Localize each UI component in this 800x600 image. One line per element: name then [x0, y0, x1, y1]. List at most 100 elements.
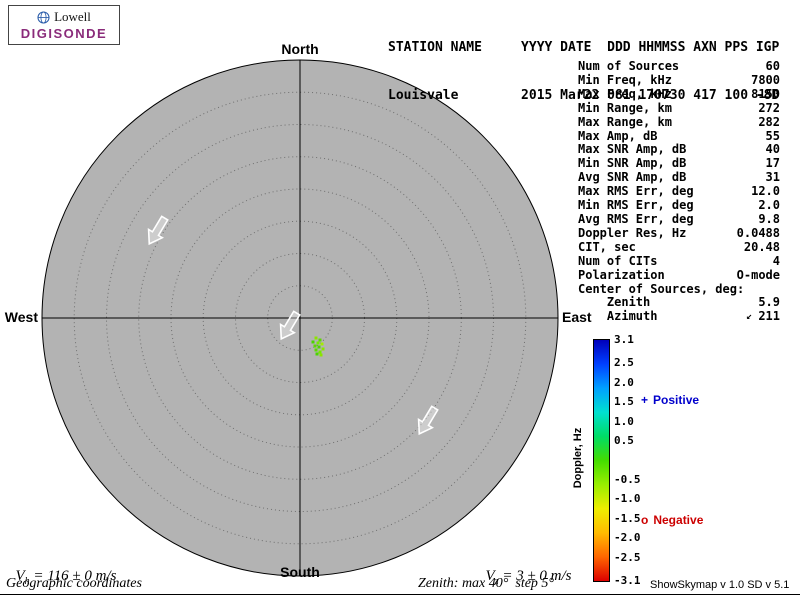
stat-value: 0.0488: [736, 225, 780, 240]
stat-row: Num of Sources 60: [578, 59, 780, 74]
source-dot: [318, 338, 322, 342]
stat-label: Min Range, km: [578, 100, 672, 115]
drift-arrow-icon: [147, 215, 169, 246]
colorbar-tick-label: 0.5: [614, 434, 634, 448]
colorbar-tick-label: 1.0: [614, 414, 634, 428]
stat-label: Zenith: [578, 295, 651, 310]
source-dot: [313, 344, 317, 348]
colorbar-tick-label: -0.5: [614, 472, 641, 486]
colorbar-tick-label: 2.5: [614, 356, 634, 370]
stat-row: Avg RMS Err, deg 9.8: [578, 211, 780, 227]
stat-label: Max Freq, kHz: [578, 86, 672, 101]
vh-value: = 116 ± 0 m/s: [29, 568, 117, 584]
zenith-range-label: Zenith: max 40° step 5°: [418, 576, 555, 591]
vertical-velocity-label: Vz = 3 ± 0 m/s: [478, 551, 572, 587]
header-columns-row: STATION NAME YYYY DATE DDD HHMMSS AXN PP…: [388, 40, 780, 55]
stat-value: 211: [758, 309, 780, 324]
stat-value: 282: [758, 114, 780, 129]
logo-box: Lowell DIGISONDE: [8, 5, 120, 45]
stat-label: Max RMS Err, deg: [578, 184, 694, 199]
stat-label: Num of CITs: [578, 253, 658, 268]
source-dots: [311, 336, 325, 357]
stat-value: 8150: [751, 86, 780, 101]
stat-label: Center of Sources, deg:: [578, 281, 745, 296]
drift-arrows: [147, 215, 439, 436]
bottom-divider: [0, 594, 800, 595]
stat-value: 4: [772, 253, 780, 268]
stat-row: Azimuth ↙ 211: [578, 309, 780, 324]
stat-row: Max RMS Err, deg 12.0: [578, 184, 780, 199]
colorbar: [593, 339, 610, 582]
vh-subscript: h: [24, 576, 30, 587]
legend-positive: + Positive: [641, 393, 699, 407]
compass-label-east: East: [562, 309, 592, 325]
stat-value: 17: [765, 156, 780, 171]
stat-row: Max SNR Amp, dB 40: [578, 143, 780, 157]
stat-label: Avg RMS Err, deg: [578, 211, 694, 226]
colorbar-tick-label: -1.0: [614, 492, 641, 506]
logo-lowell: Lowell: [54, 9, 91, 24]
colorbar-tick-label: 2.0: [614, 375, 634, 389]
compass-label-west: West: [5, 309, 39, 325]
stat-value: 272: [758, 100, 780, 115]
stat-label: Min Freq, kHz: [578, 72, 672, 87]
stat-value: 7800: [751, 72, 780, 87]
stat-value: 55: [765, 128, 780, 143]
stat-row: Min SNR Amp, dB 17: [578, 156, 780, 171]
legend-negative: o Negative: [641, 513, 703, 527]
stat-row: Avg SNR Amp, dB 31: [578, 170, 780, 185]
stat-row: Min Freq, kHz 7800: [578, 72, 780, 88]
source-dot: [314, 336, 318, 340]
stat-value: 31: [765, 170, 780, 185]
stat-row: Max Range, km 282: [578, 114, 780, 130]
stat-value: 5.9: [758, 295, 780, 310]
vz-subscript: z: [494, 576, 499, 587]
stat-label: Doppler Res, Hz: [578, 225, 687, 240]
stat-value: 40: [765, 142, 780, 157]
logo-digisonde: DIGISONDE: [20, 26, 108, 41]
globe-icon: [37, 10, 50, 24]
stat-value: 20.48: [743, 239, 780, 254]
colorbar-tick-label: -3.1: [614, 574, 641, 587]
header: STATION NAME YYYY DATE DDD HHMMSS AXN PP…: [388, 8, 779, 120]
stat-label: Min SNR Amp, dB: [578, 156, 687, 171]
source-dot: [321, 347, 325, 351]
colorbar-tick-label: 3.1: [614, 333, 634, 346]
header-values-row: Louisvale 2015 Mar22 081 170730 417 100 …: [388, 88, 780, 103]
stat-row: Center of Sources, deg:: [578, 281, 780, 297]
stats-panel: Num of Sources 60 Min Freq, kHz 7800 Max Fre…: [578, 59, 780, 324]
stat-label: Min RMS Err, deg: [578, 198, 694, 213]
stat-row: Zenith 5.9: [578, 296, 780, 310]
stat-label: CIT, sec: [578, 239, 636, 254]
compass-label-south: South: [280, 564, 320, 580]
source-dot: [319, 353, 323, 357]
app-version-label: ShowSkymap v 1.0 SD v 5.1: [650, 579, 790, 591]
stat-value: 2.0: [758, 198, 780, 213]
plus-icon: +: [641, 393, 649, 407]
stat-value: O-mode: [736, 267, 780, 282]
stat-value: 12.0: [751, 184, 780, 199]
stat-value: 9.8: [758, 211, 780, 226]
vh-symbol: V: [15, 568, 25, 584]
drift-arrow-icon: [279, 310, 301, 341]
source-dot: [315, 352, 319, 356]
source-dot: [311, 340, 315, 344]
colorbar-tick-label: -2.5: [614, 550, 641, 564]
stat-label: Max SNR Amp, dB: [578, 142, 687, 157]
horizontal-velocity-label: Vh = 116 ± 0 m/s: [8, 551, 117, 587]
azimuth-direction-icon: ↙: [746, 311, 753, 323]
circle-icon: o: [641, 513, 649, 527]
legend-positive-label: Positive: [653, 393, 700, 407]
source-dot: [317, 345, 321, 349]
source-dot: [320, 342, 324, 346]
stat-label: Num of Sources: [578, 59, 680, 73]
source-dot: [316, 341, 320, 345]
stat-label: Max Amp, dB: [578, 128, 658, 143]
stat-label: Avg SNR Amp, dB: [578, 170, 687, 185]
drift-arrow-icon: [417, 405, 439, 436]
stat-value: 60: [765, 59, 780, 73]
stat-label: Azimuth: [578, 309, 658, 324]
colorbar-axis-label: Doppler, Hz: [572, 427, 584, 489]
stat-row: Min RMS Err, deg 2.0: [578, 198, 780, 213]
stat-row: Min Range, km 272: [578, 100, 780, 116]
